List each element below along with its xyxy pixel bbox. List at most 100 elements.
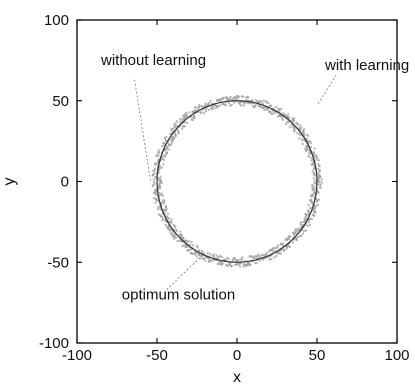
learned-point [203, 253, 206, 256]
learned-point [179, 121, 182, 124]
learned-point [259, 255, 262, 258]
learned-point [183, 113, 186, 116]
learned-point [218, 261, 221, 264]
learned-point [166, 141, 169, 144]
annotation-leader-line [134, 79, 151, 182]
learned-point [253, 257, 256, 260]
learned-point [173, 127, 176, 130]
learned-point [261, 106, 264, 109]
annotation-leader-line [166, 255, 203, 290]
learned-point [200, 254, 203, 257]
learned-point [170, 218, 173, 221]
learned-point [288, 126, 291, 129]
learned-point [287, 121, 290, 124]
learned-point [229, 97, 232, 100]
learned-point [242, 265, 245, 268]
learned-point [237, 263, 240, 266]
learned-point [198, 103, 201, 106]
learned-point [269, 249, 272, 252]
learned-point [163, 213, 166, 216]
learned-point [240, 258, 243, 261]
learned-point [287, 113, 290, 116]
learned-point [246, 102, 249, 105]
learned-point [192, 244, 195, 247]
learned-point [310, 200, 313, 203]
learned-point [163, 158, 166, 161]
learned-point [167, 148, 170, 151]
learned-point [313, 190, 316, 193]
learned-point [248, 262, 251, 265]
learned-point [265, 108, 268, 111]
learned-point [161, 200, 164, 203]
learned-point [191, 110, 194, 113]
learned-point [154, 167, 157, 170]
learned-point [285, 248, 288, 251]
learned-point [316, 200, 319, 203]
learned-point [157, 208, 160, 211]
learned-point [170, 233, 173, 236]
axis-ticks: -100 -50 0 50 100 -100 -50 0 50 100 [39, 12, 410, 364]
learned-point [243, 263, 246, 266]
annotation-without-learning: without learning [100, 52, 206, 69]
learned-point [171, 138, 174, 141]
learned-point [282, 242, 285, 245]
annotation-lines [134, 74, 337, 290]
learned-point [173, 123, 176, 126]
learned-point [166, 217, 169, 220]
learned-point [300, 134, 303, 137]
learned-point [270, 112, 273, 115]
learned-point [271, 250, 274, 253]
learned-point [186, 122, 189, 125]
learned-point [160, 158, 163, 161]
learned-point [237, 95, 240, 98]
learned-point [288, 238, 291, 241]
learned-point [176, 128, 179, 131]
learned-point [305, 224, 308, 227]
learned-point [223, 103, 226, 106]
learned-point [164, 155, 167, 158]
learned-point [164, 218, 167, 221]
learned-point [254, 255, 257, 258]
learned-point [154, 188, 157, 191]
learned-point [297, 236, 300, 239]
learned-point [305, 217, 308, 220]
learned-point [156, 186, 159, 189]
learned-point [281, 117, 284, 120]
learned-point [312, 173, 315, 176]
learned-point [168, 225, 171, 228]
learned-point [164, 224, 167, 227]
learned-point [186, 249, 189, 252]
learned-point [266, 107, 269, 110]
learned-point [283, 113, 286, 116]
learned-point [181, 117, 184, 120]
learned-point [173, 224, 176, 227]
learned-point [313, 164, 316, 167]
learned-point [171, 140, 174, 143]
learned-point [234, 259, 237, 262]
learned-point [299, 128, 302, 131]
learned-point [183, 121, 186, 124]
learned-point [312, 208, 315, 211]
learned-point [162, 198, 165, 201]
learned-point [217, 256, 220, 259]
learned-point [153, 169, 156, 172]
y-tick-label: -100 [39, 335, 69, 352]
learned-point [312, 209, 315, 212]
learned-point [306, 146, 309, 149]
learned-point [312, 211, 315, 214]
learned-point [266, 255, 269, 258]
learned-point [268, 255, 271, 258]
learned-point [198, 254, 201, 257]
learned-point [233, 95, 236, 98]
learned-point [206, 256, 209, 259]
learned-point [292, 232, 295, 235]
learned-point [177, 132, 180, 135]
learned-point [157, 187, 160, 190]
learned-point [306, 144, 309, 147]
learned-point [293, 128, 296, 131]
learned-point [298, 129, 301, 132]
learned-point [165, 135, 168, 138]
learned-point [252, 256, 255, 259]
learned-point [262, 99, 265, 102]
learned-point [171, 229, 174, 232]
